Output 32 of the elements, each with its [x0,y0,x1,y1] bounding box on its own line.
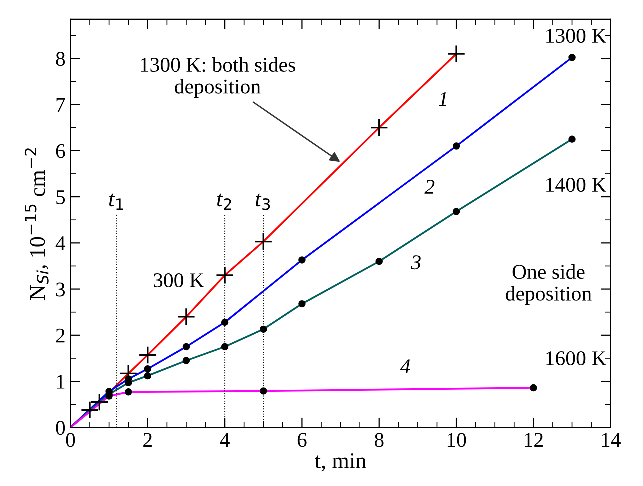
ref-line-label: t$_{1}$ [109,194,124,210]
x-axis-title: t, min [315,454,366,472]
x-tick-label: 2 [144,433,152,447]
y-tick-label: 8 [56,52,66,66]
ref-line-label: t$_{3}$ [256,194,270,210]
x-tick-label: 4 [220,433,230,447]
x-tick-label: 6 [298,433,307,448]
y-tick-label: 2 [56,328,65,343]
x-tick-label: 14 [602,433,621,447]
annotation: 1 [438,92,446,106]
y-tick-label: 4 [56,236,66,250]
annotation: 3 [411,256,421,270]
y-tick-label: 7 [56,98,66,112]
annotation: 1600 K [546,351,606,366]
y-tick-label: 6 [56,144,66,158]
annotation: 1300 K: both sides deposition [141,57,296,98]
y-axis-title: N$_{Si}$, 10$^{−15}$ cm$^{−2}$ [24,148,49,300]
annotation: 1400 K [546,178,606,192]
ref-line-label: t$_{2}$ [217,194,232,210]
annotation: One side deposition [506,264,592,306]
annotation: 300 K [154,274,204,288]
x-tick-label: 10 [448,433,466,448]
annotation: 1300 K [546,28,606,44]
x-tick-label: 0 [66,433,76,448]
y-tick-label: 1 [57,375,65,389]
y-tick-label: 0 [56,421,66,436]
x-tick-label: 8 [374,433,384,448]
y-tick-label: 5 [56,190,66,204]
annotation: 4 [400,360,410,374]
x-tick-label: 12 [525,433,543,447]
y-tick-label: 3 [56,282,66,297]
annotation: 2 [424,180,435,194]
